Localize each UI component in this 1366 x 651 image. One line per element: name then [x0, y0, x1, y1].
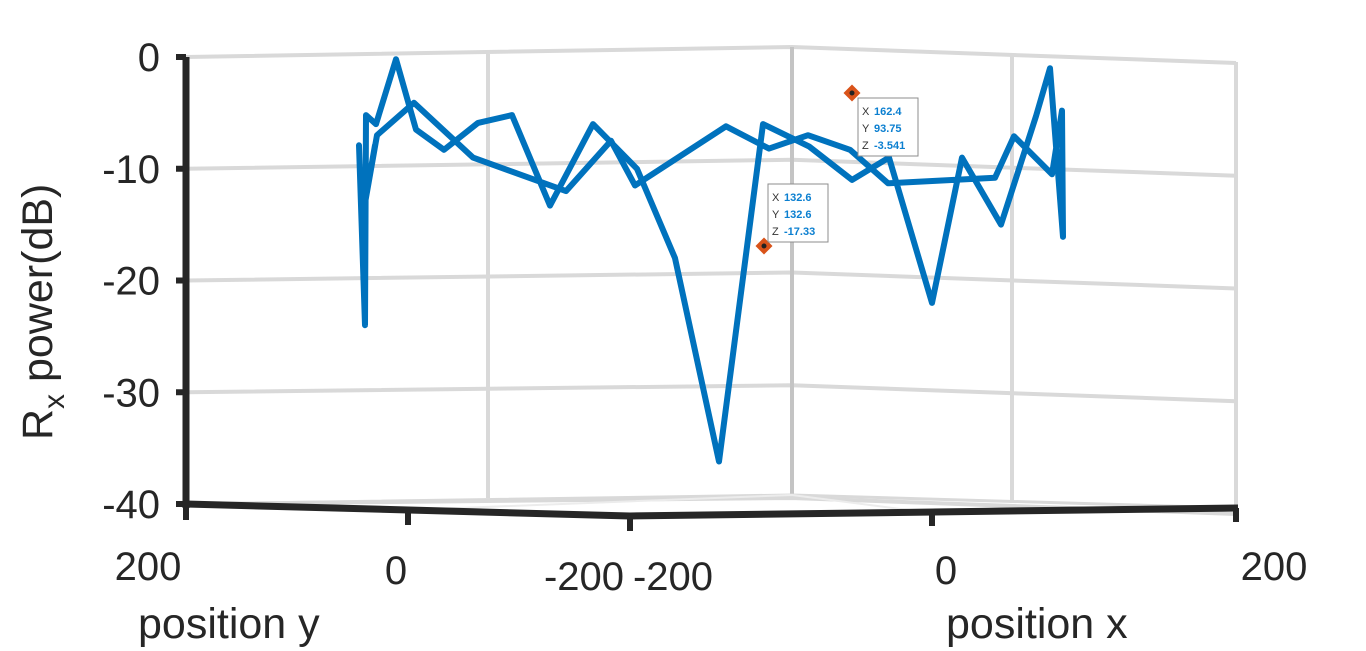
- datatip-key: X: [772, 192, 780, 204]
- z-tick-label: 0: [138, 36, 160, 80]
- datatip-box: [857, 97, 919, 157]
- datatip-value: 162.4: [874, 106, 902, 118]
- x-tick-label: 0: [935, 549, 957, 593]
- datatip-value: 132.6: [784, 192, 812, 204]
- z-axis-label-rest: power(dB): [14, 184, 62, 394]
- datatip[interactable]: X 132.6 Y 132.6 Z -17.33: [755, 183, 829, 255]
- datatips: X 162.4 Y 93.75 Z -3.541 X 132.6 Y 132.6 Z -17.33: [755, 84, 919, 255]
- z-tick-label: -40: [102, 483, 160, 527]
- datatip-value: -17.33: [784, 226, 815, 238]
- z-gridline: [185, 157, 1237, 178]
- axes: [182, 57, 1239, 520]
- z-axis-label: Rx power(dB): [14, 184, 71, 440]
- floor-gridline: [407, 493, 933, 514]
- datatip-marker-dot: [761, 243, 767, 249]
- datatip-value: -3.541: [874, 140, 905, 152]
- tick-marks: [176, 54, 1239, 531]
- z-gridline: [185, 383, 1237, 404]
- z-tick-label: -20: [102, 260, 160, 304]
- y-tick-label: 0: [385, 549, 407, 593]
- x-tick-label: 200: [1241, 545, 1308, 589]
- z-gridline: [185, 270, 1237, 291]
- series-line: [356, 56, 1066, 465]
- datatip[interactable]: X 162.4 Y 93.75 Z -3.541: [843, 84, 919, 157]
- y-tick-label: -200: [544, 555, 624, 599]
- tick-labels: 0 -10 -20 -30 -40 200 0 -200 -200 0 200: [102, 36, 1307, 599]
- datatip-key: Z: [862, 140, 869, 152]
- z-gridline: [185, 44, 1237, 65]
- datatip-key: Y: [862, 123, 870, 135]
- datatip-key: Z: [772, 226, 779, 238]
- datatip-value: 132.6: [784, 209, 812, 221]
- y-axis-line: [185, 500, 631, 520]
- grid-walls: [185, 44, 1238, 516]
- x-axis-label: position x: [946, 600, 1128, 648]
- datatip-key: X: [862, 106, 870, 118]
- z-tick-label: -10: [102, 148, 160, 192]
- z-axis-label-sub: x: [38, 394, 71, 409]
- datatip-key: Y: [772, 209, 780, 221]
- z-tick-label: -30: [102, 371, 160, 415]
- x-tick-label: -200: [633, 555, 713, 599]
- datatip-box: [767, 183, 829, 243]
- y-tick-label: 200: [115, 545, 182, 589]
- y-axis-label: position y: [138, 600, 320, 648]
- z-axis-label-main: R: [14, 409, 62, 440]
- datatip-marker-dot: [849, 90, 855, 96]
- datatip-value: 93.75: [874, 123, 902, 135]
